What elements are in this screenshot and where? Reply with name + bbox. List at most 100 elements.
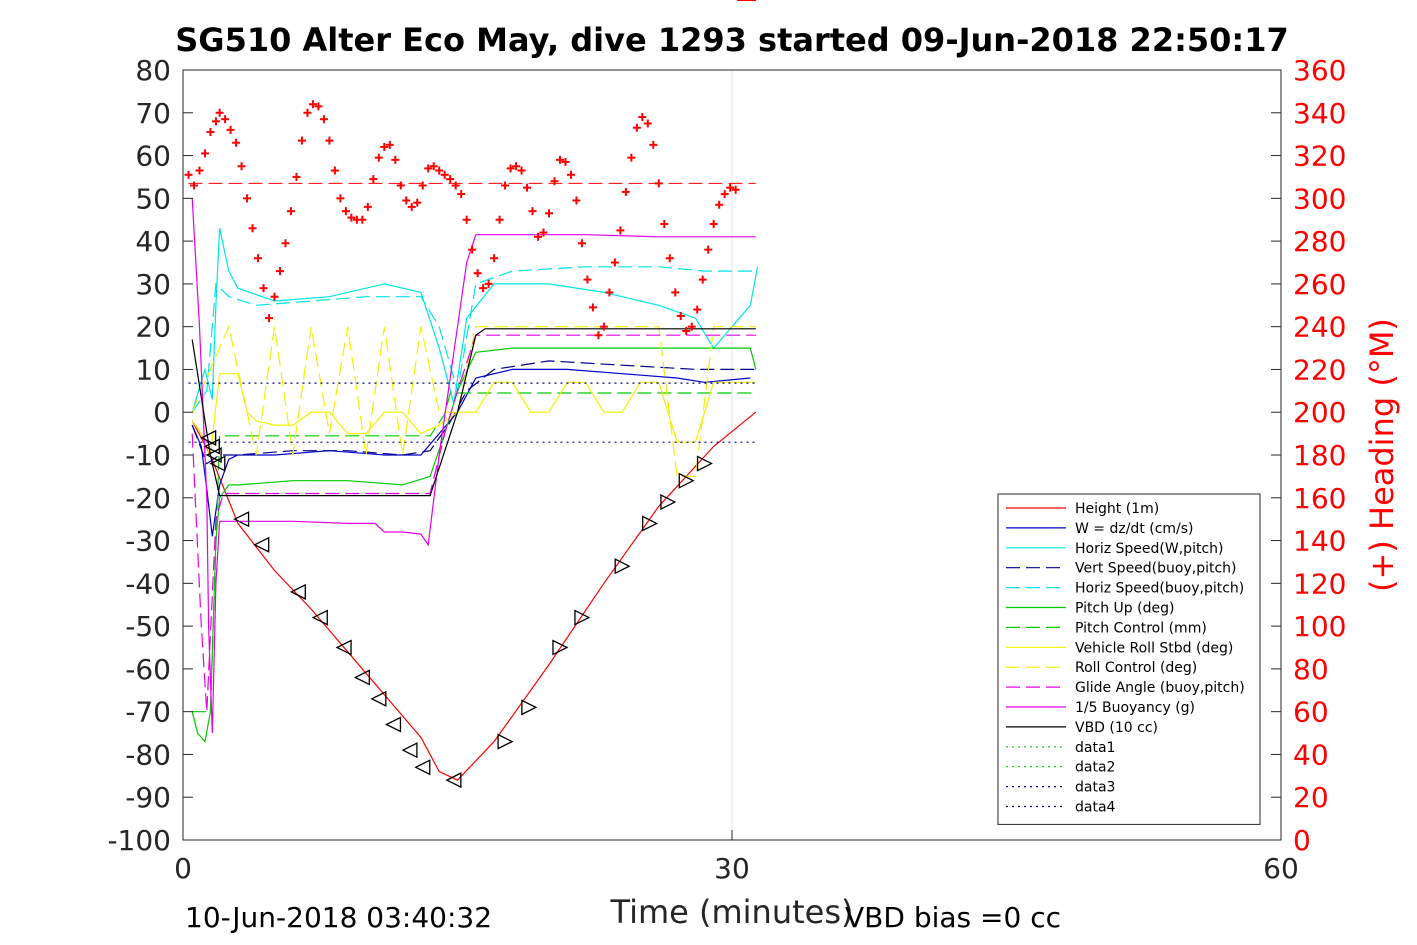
y-tick-label: 80	[135, 54, 171, 87]
heading-point	[605, 288, 614, 297]
heading-point	[594, 331, 603, 340]
heading-point	[698, 275, 707, 284]
axis-ticks: -100-90-80-70-60-50-40-30-20-10010203040…	[107, 54, 1346, 885]
footer-timestamp: 10-Jun-2018 03:40:32	[185, 901, 492, 934]
heading-point	[676, 311, 685, 320]
depth-marker	[414, 759, 431, 776]
depth-marker	[200, 429, 217, 446]
heading-point	[325, 136, 334, 145]
y-tick-label: -20	[125, 482, 171, 515]
depth-marker	[497, 733, 514, 750]
heading-point	[407, 202, 416, 211]
y-right-tick-label: 300	[1293, 182, 1346, 215]
y-right-tick-label: 100	[1293, 610, 1346, 643]
depth-marker	[335, 639, 352, 656]
y-tick-label: -10	[125, 439, 171, 472]
series-line-2	[191, 228, 759, 413]
depth-marker	[205, 446, 222, 464]
heading-point	[206, 128, 215, 137]
y-right-tick-label: 180	[1293, 439, 1346, 472]
heading-point	[643, 119, 652, 128]
depth-marker	[353, 669, 370, 686]
x-tick-label: 30	[714, 852, 750, 885]
heading-point	[248, 224, 257, 233]
legend-entry: Pitch Up (deg)	[1075, 601, 1174, 617]
heading-point	[435, 166, 444, 175]
y-tick-label: -90	[125, 781, 171, 814]
heading-point	[599, 322, 608, 331]
y-right-tick-label: 220	[1293, 353, 1346, 386]
heading-point	[429, 162, 438, 171]
depth-marker	[253, 536, 270, 553]
y-right-tick-label: 20	[1293, 781, 1329, 814]
legend-box	[997, 493, 1261, 825]
y-tick-label: -40	[125, 567, 171, 600]
heading-point	[259, 284, 268, 293]
heading-point	[649, 140, 658, 149]
heading-point	[627, 153, 636, 162]
legend-entry: Horiz Speed(W,pitch)	[1075, 541, 1223, 557]
chart-title: SG510 Alter Eco May, dive 1293 started 0…	[175, 21, 1288, 59]
heading-point	[184, 170, 193, 179]
heading-point	[534, 232, 543, 241]
heading-point	[588, 303, 597, 312]
heading-point	[265, 314, 274, 323]
series-line-0	[191, 411, 757, 781]
x-tick-label: 60	[1263, 852, 1299, 885]
heading-point	[484, 279, 493, 288]
y-right-tick-label: 0	[1293, 824, 1311, 857]
heading-point	[281, 239, 290, 248]
y-right-tick-label: 160	[1293, 482, 1346, 515]
legend-entry: W = dz/dt (cm/s)	[1075, 521, 1194, 537]
heading-point	[237, 162, 246, 171]
heading-point	[709, 220, 718, 228]
legend-entry: Height (1m)	[1075, 501, 1159, 517]
heading-point	[347, 213, 356, 222]
heading-point	[457, 190, 466, 199]
heading-point	[523, 183, 532, 192]
heading-point	[462, 215, 471, 224]
legend-entry: data3	[1075, 780, 1115, 796]
heading-point	[545, 209, 553, 218]
heading-point	[506, 164, 515, 173]
heading-point	[402, 196, 411, 205]
heading-point	[308, 100, 317, 109]
heading-point	[413, 198, 422, 207]
heading-point	[211, 117, 220, 126]
y-tick-label: 30	[135, 268, 171, 301]
heading-point	[385, 140, 394, 149]
depth-marker	[209, 455, 226, 472]
legend-entry: data1	[1075, 740, 1115, 756]
heading-point	[424, 164, 433, 173]
heading-point	[512, 162, 521, 171]
depth-marker	[642, 515, 659, 532]
heading-point	[221, 115, 230, 124]
series-line-1	[191, 368, 751, 537]
depth-marker	[289, 583, 306, 600]
y-tick-label: -70	[125, 696, 171, 729]
heading-point	[363, 202, 372, 211]
legend-entry: data2	[1075, 760, 1115, 776]
heading-point	[319, 115, 328, 124]
y-tick-label: -30	[125, 525, 171, 558]
heading-point	[270, 292, 279, 301]
heading-point	[555, 155, 564, 164]
series-line-5	[191, 347, 757, 743]
legend-entry: Horiz Speed(buoy,pitch)	[1075, 581, 1244, 597]
heading-point	[495, 215, 504, 224]
heading-point	[671, 288, 680, 297]
heading-point	[275, 267, 284, 276]
legend-entry: Vehicle Roll Stbd (deg)	[1075, 640, 1233, 656]
depth-marker	[445, 772, 462, 789]
y-right-tick-label: 340	[1293, 97, 1346, 130]
heading-point	[660, 220, 669, 228]
depth-marker	[203, 438, 220, 455]
y-tick-label: 0	[153, 396, 171, 429]
heading-point	[396, 181, 405, 190]
heading-point	[654, 179, 663, 188]
heading-point	[341, 207, 350, 216]
heading-point	[297, 136, 306, 145]
heading-point	[561, 157, 570, 166]
heading-point	[731, 185, 740, 194]
